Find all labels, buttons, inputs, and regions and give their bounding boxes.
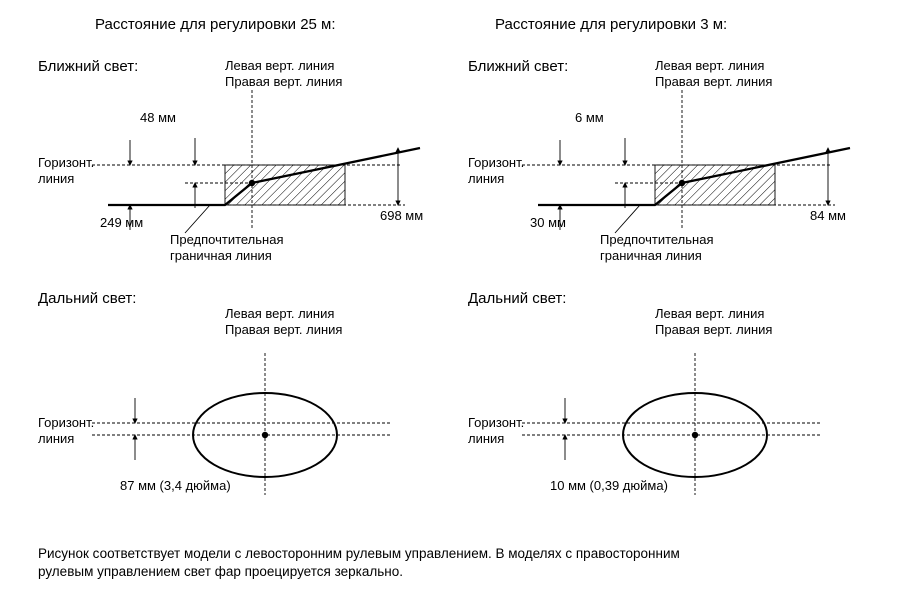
footnote: Рисунок соответствует модели с левосторо… — [38, 545, 680, 581]
title-left: Расстояние для регулировки 25 м: — [95, 16, 336, 33]
title-right: Расстояние для регулировки 3 м: — [495, 16, 727, 33]
right-far-heading: Дальний свет: — [468, 290, 566, 307]
right-far-line-labels: Левая верт. линия Правая верт. линия — [655, 306, 772, 337]
left-near-heading: Ближний свет: — [38, 58, 138, 75]
left-near-diagram — [30, 80, 450, 270]
right-near-heading: Ближний свет: — [468, 58, 568, 75]
left-far-line-labels: Левая верт. линия Правая верт. линия — [225, 306, 342, 337]
left-far-diagram — [30, 335, 450, 510]
left-far-heading: Дальний свет: — [38, 290, 136, 307]
right-far-diagram — [460, 335, 890, 510]
right-near-diagram — [460, 80, 890, 270]
